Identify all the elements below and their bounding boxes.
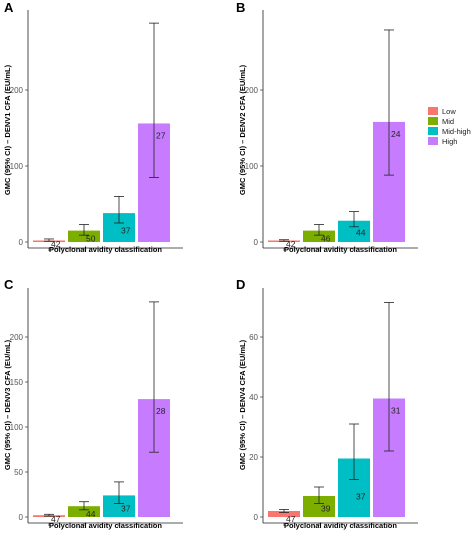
y-tick-label: 100	[10, 423, 24, 432]
y-tick-label: 20	[249, 453, 258, 462]
y-tick-label: 60	[249, 333, 258, 342]
x-axis-title: Polyclonal avidity classification	[49, 245, 162, 254]
panel-letter: C	[4, 277, 14, 292]
y-tick-label: 200	[10, 333, 24, 342]
bar-n-label: 42	[286, 239, 296, 249]
legend-label-mid-high: Mid-high	[442, 127, 471, 136]
y-tick-label: 0	[254, 513, 259, 522]
y-axis-title: GMC (95% CI) – DENV2 CFA (EU/mL)	[238, 64, 247, 195]
legend-label-high: High	[442, 137, 457, 146]
panel-letter: B	[236, 0, 245, 15]
legend-swatch-mid	[428, 117, 438, 125]
legend-swatch-high	[428, 137, 438, 145]
bar-n-label: 42	[51, 239, 61, 249]
y-tick-label: 150	[10, 378, 24, 387]
bar-n-label: 37	[356, 491, 366, 501]
bar-n-label: 44	[86, 509, 96, 519]
y-tick-label: 0	[254, 238, 259, 247]
y-axis-title: GMC (95% CI) – DENV3 CFA (EU/mL)	[3, 339, 12, 470]
bar-n-label: 44	[356, 227, 366, 237]
bar-n-label: 27	[156, 130, 166, 140]
bar-n-label: 31	[391, 406, 401, 416]
y-tick-label: 100	[10, 162, 24, 171]
bar-mid-high	[103, 495, 135, 517]
bar-mid	[68, 506, 100, 517]
legend-swatch-mid-high	[428, 127, 438, 135]
panel-letter: A	[4, 0, 14, 15]
x-axis-title: Polyclonal avidity classification	[284, 245, 397, 254]
y-axis-title: GMC (95% CI) – DENV4 CFA (EU/mL)	[238, 339, 247, 470]
y-axis-title: GMC (95% CI) – DENV1 CFA (EU/mL)	[3, 64, 12, 195]
y-tick-label: 200	[245, 86, 259, 95]
bar-low	[268, 511, 300, 517]
legend-swatch-low	[428, 107, 438, 115]
bar-n-label: 24	[391, 129, 401, 139]
bar-mid	[68, 230, 100, 242]
y-tick-label: 40	[249, 393, 258, 402]
y-tick-label: 0	[19, 513, 24, 522]
bar-n-label: 46	[321, 234, 331, 244]
y-tick-label: 0	[19, 238, 24, 247]
panel-letter: D	[236, 277, 245, 292]
bar-n-label: 37	[121, 226, 131, 236]
bar-mid	[303, 496, 335, 517]
legend-label-mid: Mid	[442, 117, 454, 126]
y-tick-label: 100	[245, 162, 259, 171]
bar-n-label: 47	[51, 514, 61, 524]
bar-n-label: 37	[121, 503, 131, 513]
x-axis-title: Polyclonal avidity classification	[49, 521, 162, 530]
bar-mid	[303, 230, 335, 242]
y-tick-label: 200	[10, 86, 24, 95]
x-axis-title: Polyclonal avidity classification	[284, 521, 397, 530]
bar-n-label: 28	[156, 406, 166, 416]
bar-mid-high	[338, 220, 370, 242]
bar-n-label: 39	[321, 503, 331, 513]
y-tick-label: 50	[14, 468, 23, 477]
bar-n-label: 47	[286, 514, 296, 524]
bar-n-label: 50	[86, 234, 96, 244]
legend-label-low: Low	[442, 107, 456, 116]
